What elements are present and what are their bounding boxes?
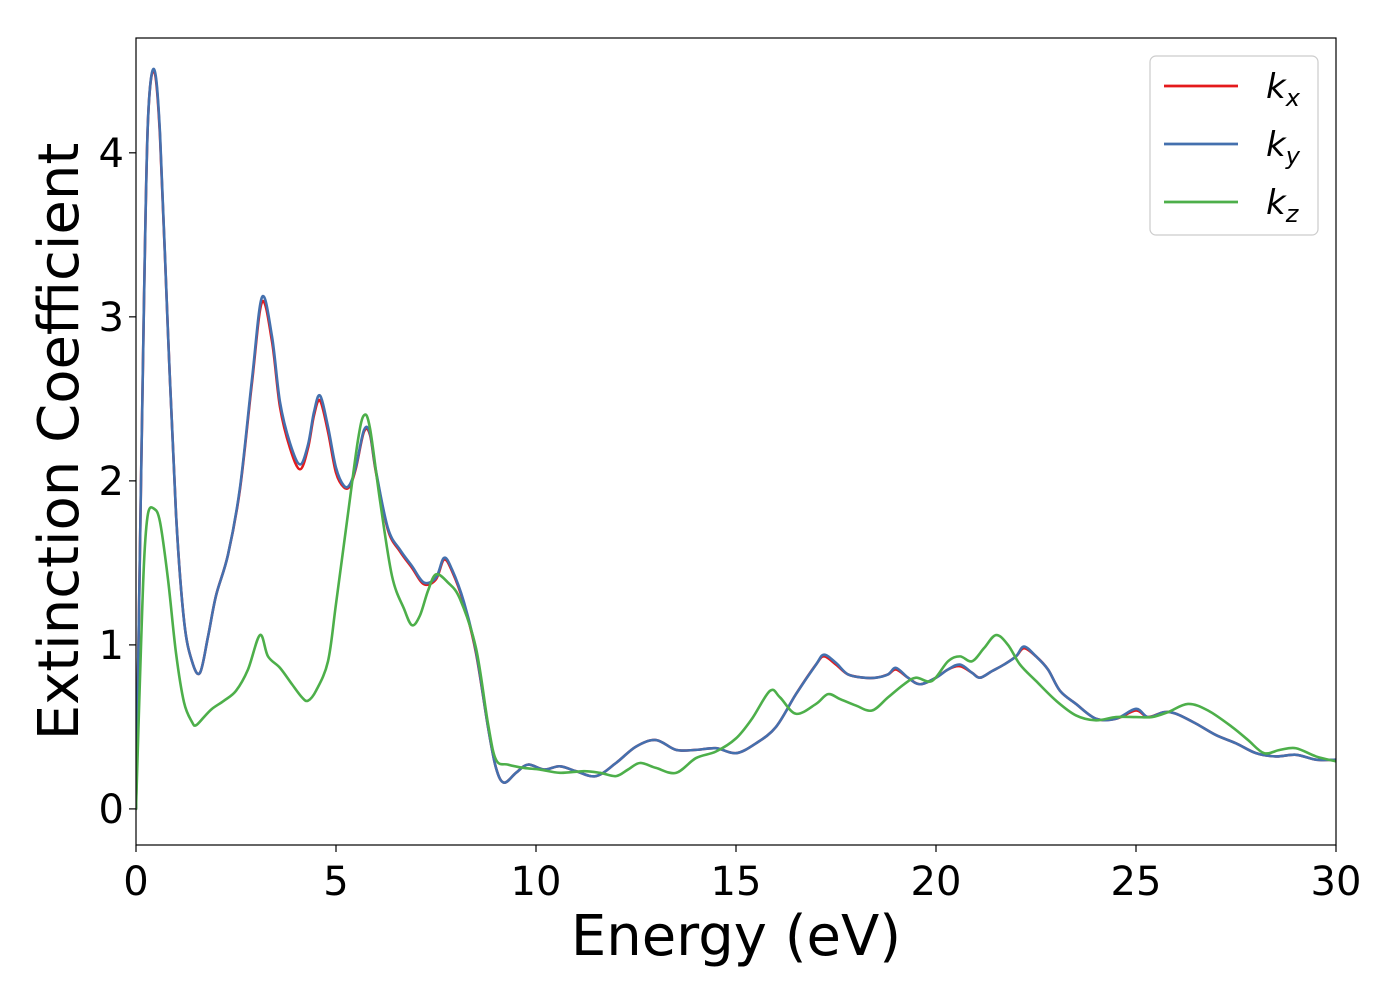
y-tick-label: 4	[99, 131, 124, 177]
y-tick-label: 2	[99, 459, 124, 505]
legend: kx ky kz	[1149, 55, 1319, 236]
x-tick-label: 25	[1111, 859, 1162, 905]
x-tick-label: 10	[511, 859, 562, 905]
series-line-k-y	[136, 67, 1336, 811]
series-line-k-z	[136, 413, 1336, 811]
y-tick-label: 3	[99, 295, 124, 341]
x-tick-label: 20	[911, 859, 962, 905]
y-tick-label: 1	[99, 623, 124, 669]
ticks-layer: 0 5 10 15 20 25 30 0 1 2 3 4	[99, 131, 1362, 905]
x-tick-label: 0	[123, 859, 148, 905]
y-tick-label: 0	[99, 787, 124, 833]
x-tick-label: 15	[711, 859, 762, 905]
x-tick-label: 5	[323, 859, 348, 905]
legend-label-k-y: ky	[1266, 125, 1301, 170]
x-tick-label: 30	[1311, 859, 1362, 905]
legend-box	[1149, 55, 1319, 236]
legend-label-k-z: kz	[1266, 183, 1300, 228]
series-layer	[136, 67, 1336, 811]
x-axis-label: Energy (eV)	[571, 904, 901, 969]
y-axis-label: Extinction Coefficient	[27, 143, 92, 741]
legend-label-k-x: kx	[1266, 67, 1301, 112]
